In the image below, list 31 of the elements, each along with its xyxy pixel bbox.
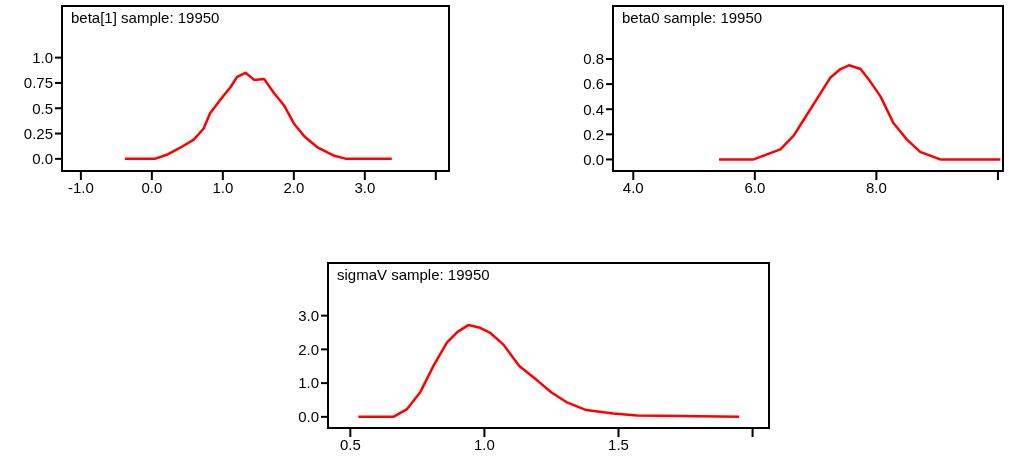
chart-title: sigmaV sample: 19950 [337, 266, 490, 283]
line-series [357, 323, 741, 419]
y-tick-label: 0.6 [583, 75, 604, 93]
chart-title: beta0 sample: 19950 [622, 9, 763, 26]
y-tick-label: 1.0 [298, 374, 319, 392]
x-tick-label: -1.0 [67, 178, 94, 196]
y-tick-label: 0.8 [583, 50, 604, 68]
y-tick-label: 0.25 [23, 124, 53, 142]
x-tick-label: 0.0 [141, 178, 163, 196]
y-tick-label: 0.0 [298, 408, 319, 426]
line-series [123, 71, 394, 161]
x-tick-label: 0.5 [339, 435, 361, 453]
y-tick-label: 3.0 [298, 306, 319, 324]
x-tick-label: 1.0 [212, 178, 234, 196]
y-tick-label: 0.0 [583, 150, 604, 168]
x-tick-label: 8.0 [865, 178, 887, 196]
y-tick-label: 0.4 [583, 100, 604, 118]
x-tick-label: 4.0 [622, 178, 644, 196]
x-tick-label: 2.0 [283, 178, 305, 196]
x-tick-label: 1.0 [473, 435, 495, 453]
y-tick-label: 0.75 [23, 74, 53, 92]
y-tick-label: 0.2 [583, 125, 604, 143]
y-tick-label: 2.0 [298, 340, 319, 358]
x-tick-label: 6.0 [744, 178, 766, 196]
x-tick-label: 1.5 [608, 435, 629, 453]
y-tick-label: 0.0 [32, 150, 53, 168]
y-tick-label: 0.5 [32, 99, 53, 117]
x-tick-label: 3.0 [354, 178, 376, 196]
line-series [717, 64, 1002, 161]
chart-title: beta[1] sample: 19950 [71, 9, 220, 26]
y-tick-label: 1.0 [32, 48, 53, 66]
